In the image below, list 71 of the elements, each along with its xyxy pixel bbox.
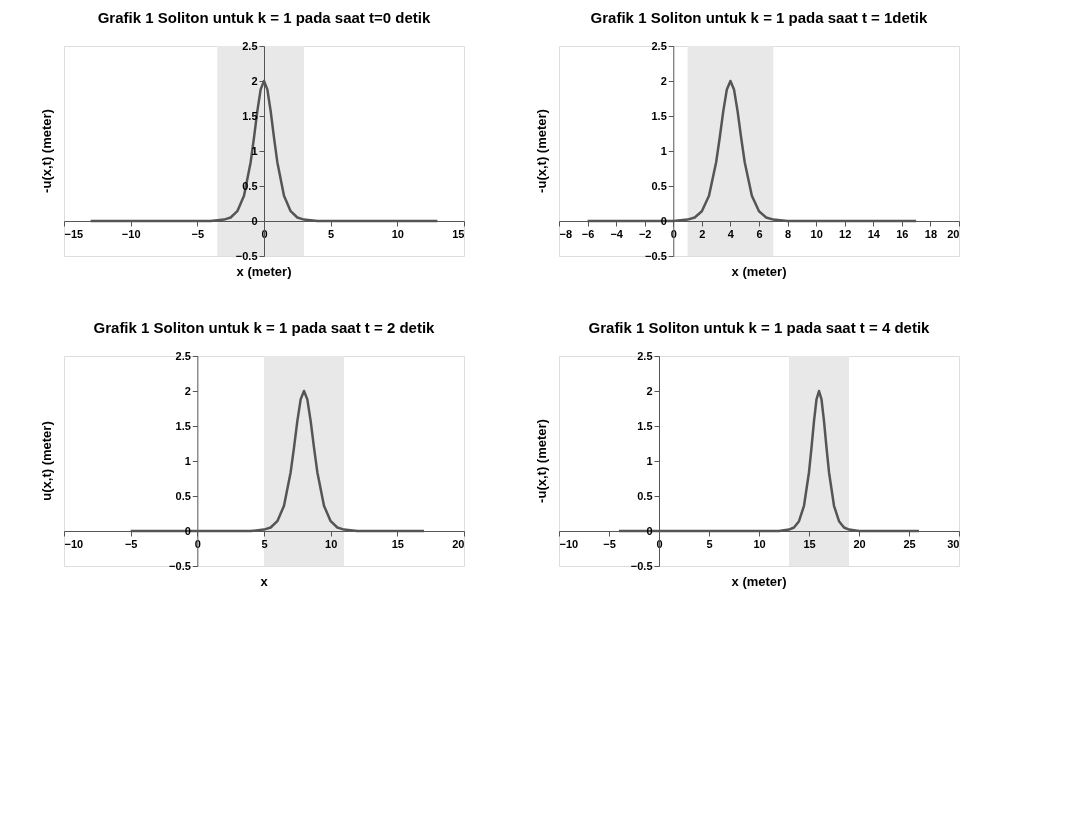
y-axis-title: -u(x,t) (meter) [39,109,54,193]
y-tick-label: 1.5 [175,419,191,432]
y-tick-label: −0.5 [645,249,667,262]
y-tick-label: 0.5 [637,489,653,502]
x-tick-label: −5 [603,537,616,550]
x-tick-label: −10 [121,227,141,240]
y-tick-label: 2.5 [242,39,258,52]
x-tick-label: 10 [391,227,404,240]
y-tick-label: 1 [660,144,667,157]
chart-title: Grafik 1 Soliton untuk k = 1 pada saat t = 2 detik [93,319,436,336]
x-tick-label: 15 [803,537,816,550]
x-tick-label: 20 [853,537,866,550]
x-tick-label: 16 [896,227,909,240]
x-tick-label: 15 [391,537,404,550]
x-tick-label: 15 [452,227,465,240]
y-tick-label: 0.5 [175,489,191,502]
y-tick-label: 2.5 [651,39,667,52]
x-tick-label: −6 [581,227,595,240]
y-tick-label: 0 [251,214,258,227]
y-axis-title: -u(x,t) (meter) [534,419,549,503]
chart-title: Grafik 1 Soliton untuk k = 1 pada saat t=0 detik [97,9,431,26]
x-tick-label: 14 [867,227,881,240]
y-tick-label: 1 [646,454,653,467]
y-tick-label: 1.5 [637,419,653,432]
y-tick-label: −0.5 [630,559,653,572]
x-tick-label: 18 [924,227,938,240]
x-tick-label: 4 [727,227,735,240]
x-tick-label: 5 [328,227,335,240]
x-axis-title: x (meter) [731,574,787,589]
y-axis-title: u(x,t) (meter) [39,421,54,501]
x-tick-label: 8 [785,227,792,240]
x-tick-label: 0 [670,227,677,240]
x-axis-title: x (meter) [731,264,787,279]
y-tick-label: −0.5 [169,559,191,572]
x-tick-label: −2 [638,227,652,240]
x-tick-label: −4 [610,227,624,240]
x-tick-label: 0 [194,537,201,550]
x-tick-label: 25 [903,537,916,550]
x-tick-label: −5 [124,537,138,550]
y-tick-label: 0 [646,524,653,537]
y-tick-label: 2.5 [637,349,653,362]
x-tick-label: −10 [64,537,84,550]
x-tick-label: −10 [559,537,579,550]
y-tick-label: 2.5 [175,349,191,362]
x-tick-label: 5 [706,537,713,550]
x-tick-label: 6 [756,227,763,240]
y-tick-label: 1.5 [651,109,667,122]
y-tick-label: −0.5 [235,249,258,262]
x-tick-label: 10 [325,537,338,550]
y-axis-title: -u(x,t) (meter) [534,109,549,193]
x-tick-label: −8 [559,227,573,240]
y-tick-label: 2 [184,384,191,397]
chart-title: Grafik 1 Soliton untuk k = 1 pada saat t = 4 detik [588,319,931,336]
x-axis-title: x (meter) [236,264,292,279]
y-tick-label: 2 [251,74,258,87]
x-tick-label: 10 [810,227,823,240]
y-tick-label: 2 [646,384,653,397]
x-axis-title: x [260,574,269,589]
y-tick-label: 2 [660,74,667,87]
x-tick-label: 5 [261,537,268,550]
y-tick-label: 1 [184,454,191,467]
x-tick-label: 2 [699,227,706,240]
chart-title: Grafik 1 Soliton untuk k = 1 pada saat t = 1detik [590,9,929,26]
x-tick-label: 30 [947,537,960,550]
x-tick-label: 20 [947,227,960,240]
x-tick-label: 20 [452,537,465,550]
x-tick-label: 10 [753,537,766,550]
x-tick-label: −15 [64,227,84,240]
x-tick-label: 12 [839,227,852,240]
y-tick-label: 0.5 [651,179,667,192]
x-tick-label: −5 [191,227,205,240]
